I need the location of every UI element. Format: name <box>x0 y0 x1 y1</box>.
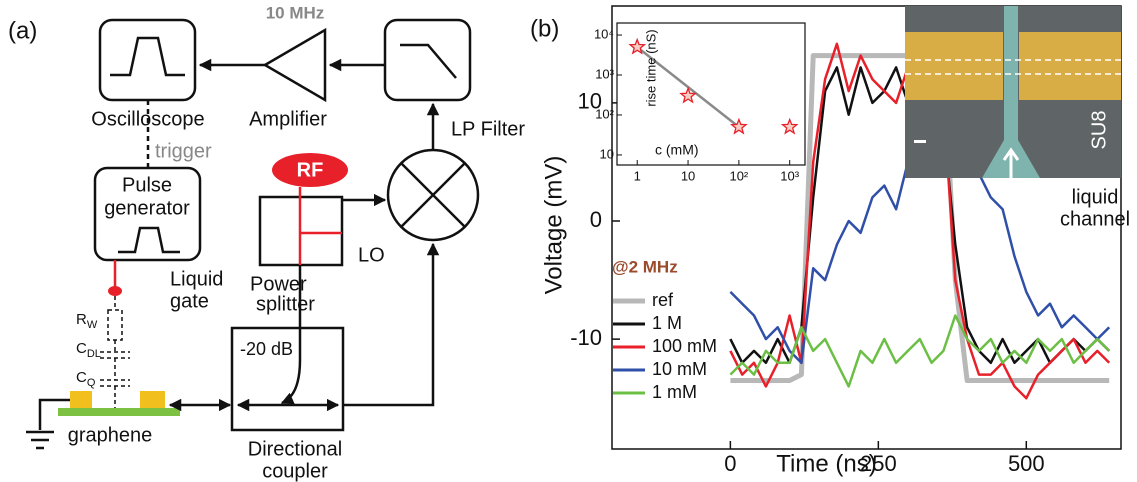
inset-frame <box>616 22 806 166</box>
directional-coupler-box <box>230 326 345 432</box>
rf-path <box>298 187 342 265</box>
x-tick-label: 10³ <box>780 168 799 183</box>
panel-label: (a) <box>8 17 37 44</box>
x-tick-label: 500 <box>1008 451 1045 476</box>
y-tick-label: 10⁴ <box>594 26 614 41</box>
x-tick-label: 250 <box>860 451 897 476</box>
y-axis-label: rise time (nS) <box>643 29 658 106</box>
legend-label: 1 mM <box>652 382 697 402</box>
legend-label: ref <box>652 290 674 310</box>
mixer-cross <box>400 162 466 228</box>
x-tick-label: 1 <box>634 168 641 183</box>
trigger-label: trigger <box>155 140 212 162</box>
contact-pad <box>140 391 165 408</box>
pulse-icon <box>118 226 180 254</box>
ground-wire <box>38 398 70 430</box>
flow-arrow <box>1002 147 1020 178</box>
contact-pad <box>70 391 92 408</box>
y-tick-label: 10³ <box>595 66 614 81</box>
equivalent-circuit <box>100 296 130 408</box>
panel-label: (b) <box>530 15 559 42</box>
lo-label: LO <box>358 244 385 266</box>
data-point <box>729 117 748 135</box>
amplifier-symbol <box>262 27 327 103</box>
y-tick-label: 0 <box>590 207 602 232</box>
legend-label: 10 mM <box>652 359 707 379</box>
x-tick-label: 10 <box>681 168 695 183</box>
channel <box>982 6 1040 178</box>
power-splitter-label: splitter <box>256 293 315 315</box>
liquid-gate-label: Liquid <box>170 268 223 290</box>
oscilloscope-box <box>98 18 197 102</box>
ground-symbol <box>26 430 54 450</box>
channel-label: channel <box>1060 208 1130 230</box>
lp-filter-label: LP Filter <box>451 118 525 140</box>
series-line <box>729 314 1111 388</box>
graphene-sheet <box>58 408 180 416</box>
annotation: @2 MHz <box>612 257 678 276</box>
rf-source <box>272 153 348 187</box>
component-label: CQ <box>76 369 96 389</box>
pulse-icon <box>110 36 185 77</box>
lp-filter-box <box>383 18 472 102</box>
power-splitter-label: Power <box>250 273 307 295</box>
material-label: SU8 <box>1088 111 1110 150</box>
component-label: RW <box>76 311 98 331</box>
y-axis-label: Voltage (mV) <box>540 156 567 295</box>
data-point <box>628 37 647 55</box>
y-tick-label: -10 <box>570 325 602 350</box>
electrode <box>1019 32 1121 100</box>
signal-path <box>343 242 440 407</box>
y-tick-label: 10 <box>600 146 614 161</box>
component-label: CDL <box>76 340 101 360</box>
amplifier-label: Amplifier <box>249 108 327 130</box>
data-point <box>679 86 697 104</box>
data-point <box>780 117 799 135</box>
filter-icon <box>400 43 457 79</box>
x-tick-label: 0 <box>724 451 736 476</box>
circuit-diagram: (a) Oscilloscope 10 MHz Amplifier LP Fil… <box>8 3 525 482</box>
frequency-label: 10 MHz <box>266 3 325 22</box>
pulse-generator-label: generator <box>104 197 190 219</box>
coupler-label: coupler <box>262 460 328 482</box>
liquid-gate-label: gate <box>170 290 209 312</box>
x-tick-label: 10² <box>729 168 748 183</box>
micrograph: SU8 liquid channel <box>905 6 1130 230</box>
y-tick-label: 10² <box>595 106 614 121</box>
pulse-generator-box <box>93 166 202 262</box>
channel-label: liquid <box>1072 186 1119 208</box>
electrode <box>905 32 1003 100</box>
mixer <box>386 148 480 242</box>
plot-frame <box>611 5 1122 450</box>
scale-bar <box>914 140 926 143</box>
attenuation-label: -20 dB <box>240 339 293 359</box>
x-axis-label: c (mM) <box>655 142 699 158</box>
y-tick-label: 10 <box>578 89 602 114</box>
x-axis-label: Time (ns) <box>776 450 876 477</box>
legend-label: 1 M <box>652 313 682 333</box>
coupler-label: Directional <box>248 438 342 460</box>
pulse-generator-label: Pulse <box>122 174 172 196</box>
legend-label: 100 mM <box>652 336 717 356</box>
graphene-label: graphene <box>68 424 153 446</box>
gate-dot <box>108 286 122 296</box>
rf-label: RF <box>297 159 324 181</box>
